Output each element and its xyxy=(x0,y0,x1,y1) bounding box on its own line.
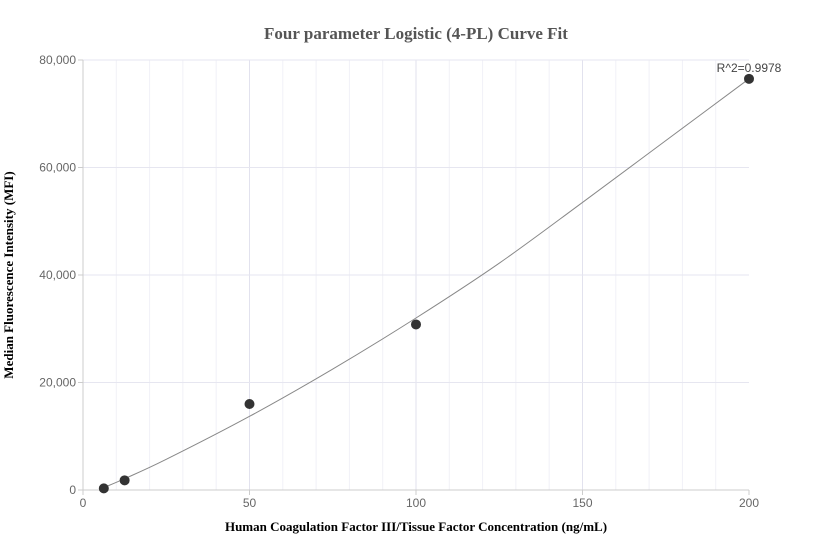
x-tick-label: 0 xyxy=(80,496,87,510)
x-tick-label: 100 xyxy=(406,496,426,510)
y-tick-label: 80,000 xyxy=(39,53,76,67)
y-tick-label: 60,000 xyxy=(39,161,76,175)
fit-curve xyxy=(103,78,750,489)
data-points xyxy=(98,73,754,494)
chart-title: Four parameter Logistic (4-PL) Curve Fit xyxy=(264,24,568,43)
axes xyxy=(78,59,750,495)
y-tick-label: 40,000 xyxy=(39,268,76,282)
x-tick-label: 200 xyxy=(739,496,759,510)
y-tick-label: 0 xyxy=(69,483,76,497)
tick-labels: 0 50 100 150 200 0 20,000 40,000 60,000 80,000 xyxy=(39,53,759,510)
y-axis-title: Median Fluorescence Intensity (MFI) xyxy=(1,171,16,378)
data-point xyxy=(411,319,421,330)
x-axis-title: Human Coagulation Factor III/Tissue Fact… xyxy=(225,519,607,534)
r-squared-annotation: R^2=0.9978 xyxy=(717,61,782,75)
data-point xyxy=(744,73,754,84)
data-point xyxy=(119,475,130,486)
data-point xyxy=(98,483,109,494)
data-point xyxy=(244,399,255,409)
y-tick-label: 20,000 xyxy=(39,376,76,390)
x-tick-label: 50 xyxy=(243,496,257,510)
grid xyxy=(83,59,749,490)
x-tick-label: 150 xyxy=(572,496,592,510)
